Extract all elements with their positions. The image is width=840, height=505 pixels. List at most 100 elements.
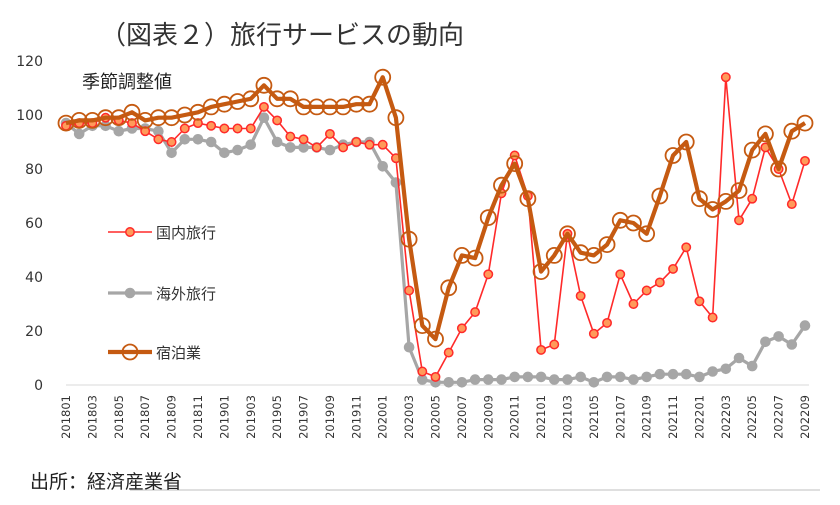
data-point	[743, 141, 761, 159]
data-point	[800, 155, 810, 166]
data-point	[638, 225, 656, 243]
x-tick-label: 202105	[587, 395, 601, 439]
data-point	[453, 246, 471, 264]
data-point	[456, 323, 467, 334]
data-point	[733, 352, 745, 364]
data-point	[83, 112, 101, 129]
data-point	[324, 128, 335, 139]
data-point	[588, 328, 599, 339]
data-point	[440, 279, 458, 297]
data-point	[746, 360, 758, 372]
data-point	[598, 236, 616, 254]
data-point	[611, 211, 629, 229]
data-point	[413, 317, 431, 335]
data-point	[166, 147, 177, 159]
series-line	[65, 75, 807, 342]
data-point	[338, 142, 349, 153]
data-point	[193, 118, 203, 129]
data-point	[509, 371, 520, 383]
data-point	[73, 128, 85, 140]
data-point	[258, 112, 270, 123]
data-point	[334, 98, 352, 116]
data-point	[166, 137, 177, 147]
x-tick-label: 202005	[429, 395, 443, 439]
data-point	[179, 134, 191, 145]
data-point	[361, 95, 378, 113]
x-tick-label: 201803	[85, 395, 99, 439]
data-point	[770, 160, 788, 178]
x-tick-label: 201809	[165, 395, 179, 439]
data-point	[786, 199, 797, 210]
legend-swatch-marker	[121, 343, 139, 361]
data-point	[417, 366, 428, 377]
x-tick-label: 202101	[534, 395, 548, 439]
data-point	[364, 139, 375, 150]
data-point	[351, 137, 362, 147]
y-tick-label: 20	[25, 324, 43, 340]
data-point	[614, 371, 626, 383]
x-tick-label: 202203	[719, 395, 733, 439]
x-tick-label: 202001	[376, 395, 390, 439]
data-point	[760, 336, 771, 348]
y-tick-label: 0	[34, 378, 43, 394]
data-point	[562, 374, 573, 385]
data-point	[694, 371, 705, 383]
data-point	[205, 136, 217, 148]
data-point	[136, 112, 154, 129]
legend-label: 海外旅行	[156, 285, 216, 303]
data-point	[456, 377, 468, 388]
x-tick-label: 202011	[508, 395, 522, 439]
data-point	[667, 368, 679, 380]
data-point	[113, 125, 125, 137]
data-point	[229, 93, 246, 110]
data-point	[575, 290, 586, 301]
y-tick-label: 60	[25, 216, 43, 232]
data-point	[668, 263, 678, 274]
data-point	[704, 201, 722, 218]
data-point	[271, 136, 283, 148]
legend-item: 海外旅行	[108, 285, 216, 303]
data-point	[127, 118, 137, 129]
x-tick-label: 201911	[349, 395, 363, 439]
data-point	[321, 98, 339, 116]
data-point	[140, 126, 151, 137]
data-point	[786, 339, 798, 350]
data-point	[298, 134, 309, 145]
data-point	[163, 109, 180, 127]
data-point	[535, 371, 547, 383]
y-tick-label: 120	[16, 54, 43, 70]
legend-swatch-marker	[124, 287, 136, 299]
data-point	[625, 214, 642, 232]
x-tick-label: 201807	[138, 395, 152, 439]
data-point	[519, 190, 537, 208]
data-point	[493, 176, 510, 194]
data-point	[677, 133, 695, 151]
y-tick-label: 40	[25, 270, 43, 286]
data-point	[575, 371, 586, 383]
data-point	[628, 299, 639, 309]
data-point	[641, 371, 652, 383]
data-point	[707, 366, 718, 377]
data-point	[219, 123, 230, 134]
data-point	[615, 269, 626, 280]
data-point	[783, 122, 801, 140]
x-tick-label: 201805	[112, 395, 126, 439]
source-note: 出所：経済産業省	[30, 471, 182, 493]
data-point	[123, 103, 141, 121]
data-point	[219, 147, 230, 159]
data-point	[245, 139, 257, 150]
data-point	[206, 120, 217, 131]
data-point	[281, 90, 299, 108]
data-point	[747, 193, 758, 204]
data-point	[285, 142, 296, 153]
data-point	[694, 296, 705, 307]
legend-label: 宿泊業	[156, 344, 201, 362]
chart-title: （図表２）旅行サービスの動向	[100, 21, 464, 51]
y-tick-label: 80	[25, 162, 43, 178]
x-tick-label: 201909	[323, 395, 337, 439]
data-point	[602, 317, 613, 328]
data-point	[588, 377, 600, 388]
